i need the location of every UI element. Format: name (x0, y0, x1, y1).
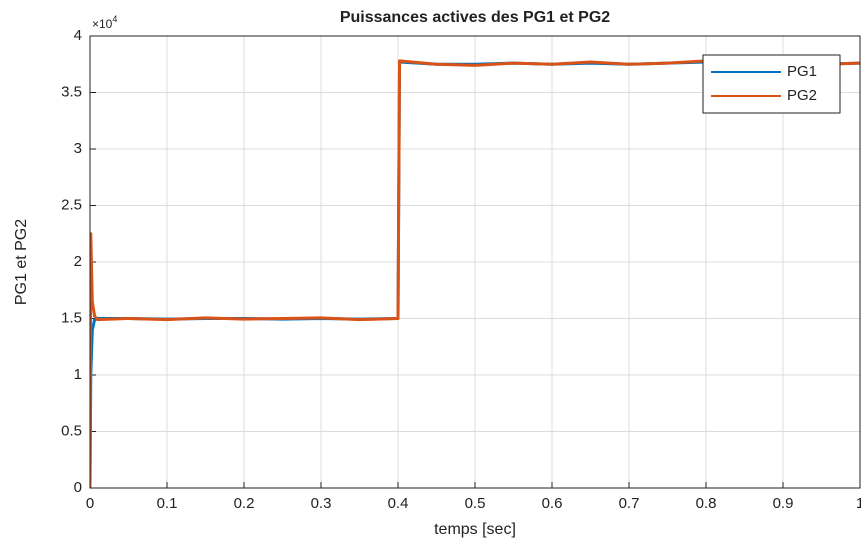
y-tick-label: 2.5 (61, 196, 82, 213)
x-tick-label: 0.5 (465, 495, 486, 512)
x-tick-label: 0.9 (773, 495, 794, 512)
x-tick-label: 0.6 (542, 495, 563, 512)
x-tick-label: 0.4 (388, 495, 409, 512)
legend-box (702, 54, 841, 114)
y-tick-label: 1.5 (61, 309, 82, 326)
x-tick-label: 0.7 (619, 495, 640, 512)
y-exponent-power: 4 (112, 14, 117, 24)
legend-label: PG1 (787, 63, 817, 80)
y-tick-label: 3.5 (61, 83, 82, 100)
x-tick-label: 0.8 (696, 495, 717, 512)
x-tick-label: 0.3 (311, 495, 332, 512)
y-tick-label: 2 (74, 253, 82, 270)
y-tick-label: 1 (74, 366, 82, 383)
series-line (90, 59, 860, 488)
chart-title: Puissances actives des PG1 et PG2 (340, 9, 610, 26)
x-tick-label: 0.1 (157, 495, 178, 512)
x-tick-label: 0 (86, 495, 94, 512)
x-tick-label: 1 (856, 495, 861, 512)
axes-box (89, 35, 861, 489)
y-tick-label: 0.5 (61, 422, 82, 439)
y-tick-label: 4 (74, 27, 82, 44)
y-tick-label: 3 (74, 140, 82, 157)
legend-label: PG2 (787, 87, 817, 104)
y-exponent: ×104 (92, 14, 117, 31)
y-exponent-base: ×10 (92, 17, 113, 31)
x-axis-label: temps [sec] (434, 521, 516, 538)
y-tick-label: 0 (74, 479, 82, 496)
y-axis-label: PG1 et PG2 (13, 219, 30, 305)
x-tick-label: 0.2 (234, 495, 255, 512)
